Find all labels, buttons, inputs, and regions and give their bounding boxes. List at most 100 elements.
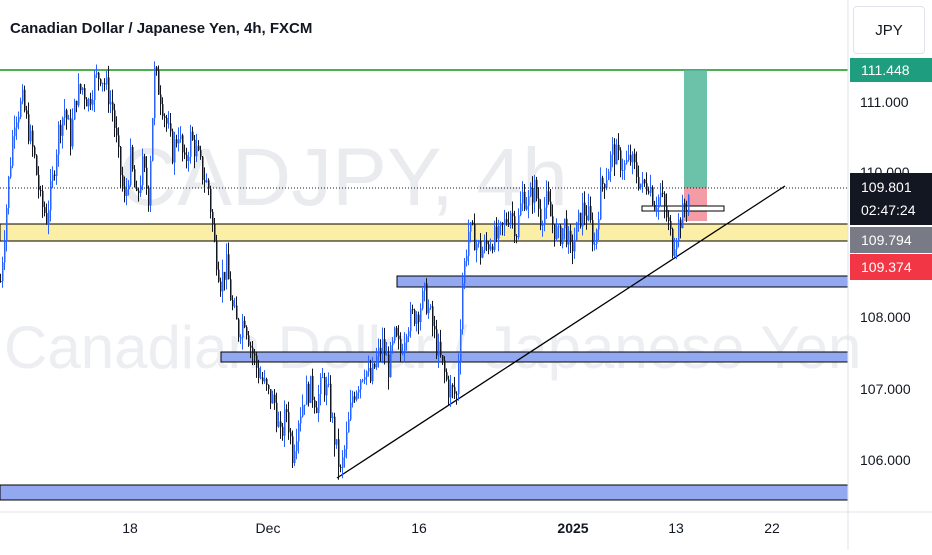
candle: [154, 67, 156, 119]
candle: [72, 119, 74, 147]
candle: [678, 219, 680, 241]
candle: [232, 300, 234, 307]
candle: [360, 380, 362, 390]
candle: [214, 224, 216, 242]
candle: [170, 123, 172, 132]
candle: [434, 326, 436, 330]
candle: [394, 327, 396, 341]
candle: [570, 230, 572, 243]
candle: [252, 347, 254, 354]
candle: [180, 135, 182, 140]
candle: [422, 290, 424, 309]
candle: [236, 305, 238, 320]
x-tick-label: 2025: [557, 520, 588, 536]
candle: [276, 402, 278, 427]
candle: [82, 87, 84, 91]
candle: [588, 206, 590, 221]
candle: [502, 222, 504, 225]
currency-selector[interactable]: JPY: [853, 6, 925, 54]
candle: [430, 306, 432, 308]
candle: [150, 160, 152, 206]
candle: [172, 131, 174, 163]
candle: [282, 426, 284, 436]
candle: [436, 329, 438, 356]
candle: [676, 240, 678, 250]
x-tick-label: 22: [764, 520, 780, 536]
candle: [432, 306, 434, 327]
candle: [674, 249, 676, 256]
candle: [6, 208, 8, 242]
candle: [46, 213, 48, 224]
candle: [536, 179, 538, 199]
candle: [564, 218, 566, 229]
candle: [52, 174, 54, 181]
candle: [358, 389, 360, 393]
candle: [672, 229, 674, 256]
candle: [620, 150, 622, 171]
candle: [478, 241, 480, 244]
candle: [130, 146, 132, 185]
candle: [576, 222, 578, 240]
candle: [94, 74, 96, 100]
candle: [134, 169, 136, 188]
candle: [546, 191, 548, 208]
candle: [4, 241, 6, 263]
candle: [572, 242, 574, 252]
candle: [378, 347, 380, 357]
candle: [634, 153, 636, 163]
x-tick-label: 18: [122, 520, 138, 536]
candle: [16, 122, 18, 128]
candle: [192, 131, 194, 140]
candle: [178, 139, 180, 144]
y-tick-label: 106.000: [860, 452, 911, 468]
previous-price-label: [850, 227, 932, 253]
trendline: [336, 185, 786, 479]
candle: [500, 222, 502, 226]
candle: [278, 421, 280, 427]
candle: [456, 393, 458, 395]
candle: [600, 177, 602, 220]
candle: [592, 220, 594, 245]
candle: [532, 187, 534, 203]
candle: [48, 210, 50, 224]
candle: [354, 396, 356, 400]
candle: [636, 162, 638, 177]
candle: [540, 208, 542, 226]
candle: [446, 372, 448, 380]
candle: [416, 314, 418, 324]
candle: [116, 127, 118, 136]
candle: [136, 187, 138, 191]
candle: [312, 375, 314, 401]
candle: [20, 101, 22, 117]
candle: [102, 83, 104, 85]
candle: [256, 355, 258, 368]
x-tick-label: 13: [668, 520, 684, 536]
candle: [44, 207, 46, 214]
candle: [610, 154, 612, 172]
candle: [164, 116, 166, 118]
candle: [60, 124, 62, 136]
candle: [80, 84, 82, 91]
candle: [66, 110, 68, 120]
candle: [382, 339, 384, 354]
candle: [40, 190, 42, 192]
candle: [522, 191, 524, 204]
candle: [326, 384, 328, 396]
candle: [260, 377, 262, 379]
candle: [294, 451, 296, 464]
candle: [218, 269, 220, 282]
candle: [0, 281, 2, 282]
candle: [594, 243, 596, 245]
candle: [264, 378, 266, 382]
candle: [216, 241, 218, 270]
candle: [520, 203, 522, 216]
candle: [350, 402, 352, 420]
candle: [320, 377, 322, 394]
candle: [538, 198, 540, 209]
candle: [598, 219, 600, 230]
candle: [190, 131, 192, 157]
candle: [110, 102, 112, 105]
candle: [140, 185, 142, 194]
